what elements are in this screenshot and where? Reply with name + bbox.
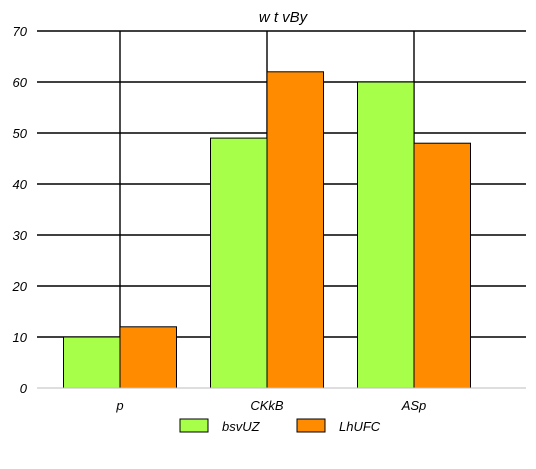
x-axis-ticks: p CKkB ASp (115, 398, 426, 413)
bars (63, 71, 471, 389)
legend-swatch-LhUFC (296, 418, 326, 433)
bar-LhUFC-p (119, 326, 177, 389)
y-tick-label: 30 (13, 228, 28, 243)
y-tick-label: 10 (13, 330, 28, 345)
legend: bsvUZ LhUFC (179, 418, 381, 434)
y-tick-label: 0 (20, 381, 28, 396)
bar-bsvUZ-p (63, 336, 121, 389)
legend-swatch-bsvUZ (179, 418, 209, 433)
bar-bsvUZ-ASp (357, 81, 415, 389)
y-tick-label: 40 (13, 177, 28, 192)
legend-label-bsvUZ: bsvUZ (222, 419, 261, 434)
bar-LhUFC-ASp (413, 142, 471, 389)
x-tick-label: CKkB (250, 398, 284, 413)
y-tick-label: 60 (13, 75, 28, 90)
y-tick-label: 50 (13, 126, 28, 141)
y-tick-label: 70 (13, 24, 28, 39)
x-tick-label: ASp (401, 398, 427, 413)
bar-LhUFC-CKkB (266, 71, 324, 389)
chart-title: w t vBy (259, 9, 309, 26)
y-tick-label: 20 (12, 279, 28, 294)
legend-label-LhUFC: LhUFC (339, 419, 381, 434)
bar-bsvUZ-CKkB (210, 137, 268, 389)
x-tick-label: p (115, 398, 123, 413)
y-axis-ticks: 0 10 20 30 40 50 60 70 (12, 24, 28, 396)
